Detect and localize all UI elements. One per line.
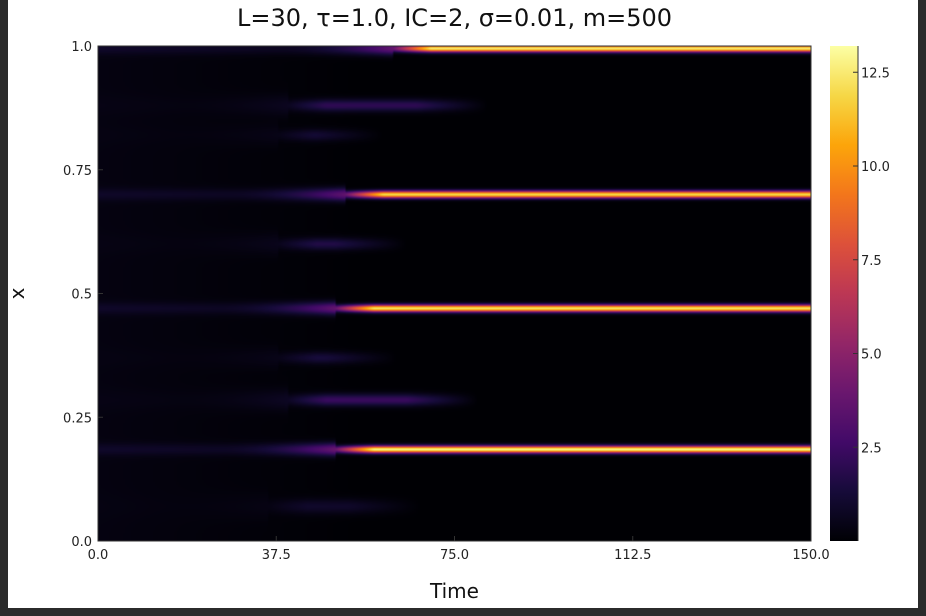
colorbar-tick-label: 5.0: [861, 348, 882, 363]
chart-title: L=30, τ=1.0, IC=2, σ=0.01, m=500: [237, 4, 672, 32]
colorbar-tick-label: 10.0: [861, 160, 890, 175]
x-axis-label: Time: [429, 579, 479, 603]
heatmap-chart: L=30, τ=1.0, IC=2, σ=0.01, m=500 0.0 37.5…: [8, 4, 890, 603]
x-tick-label: 112.5: [614, 548, 651, 563]
x-tick-label: 75.0: [440, 548, 469, 563]
heatmap-image: [98, 46, 811, 541]
colorbar-tick-label: 12.5: [861, 66, 890, 81]
x-tick-label: 0.0: [88, 548, 109, 563]
x-axis-ticks: 0.0 37.5 75.0 112.5 150.0: [88, 536, 830, 563]
chart-frame: L=30, τ=1.0, IC=2, σ=0.01, m=500 0.0 37.5…: [8, 0, 918, 608]
x-tick-label: 37.5: [262, 548, 291, 563]
colorbar-tick-label: 2.5: [861, 441, 882, 456]
y-axis-ticks: 0.0 0.25 0.5 0.75 1.0: [63, 40, 103, 550]
y-tick-label: 0.75: [63, 164, 92, 179]
y-tick-label: 0.5: [71, 288, 92, 303]
colorbar-gradient: [830, 46, 858, 541]
y-axis-label: x: [8, 287, 29, 299]
colorbar-tick-label: 7.5: [861, 254, 882, 269]
y-tick-label: 0.0: [71, 535, 92, 550]
y-tick-label: 0.25: [63, 411, 92, 426]
x-tick-label: 150.0: [792, 548, 829, 563]
y-tick-label: 1.0: [71, 40, 92, 55]
colorbar: 2.5 5.0 7.5 10.0 12.5: [830, 46, 890, 541]
plot-area: [97, 45, 812, 542]
